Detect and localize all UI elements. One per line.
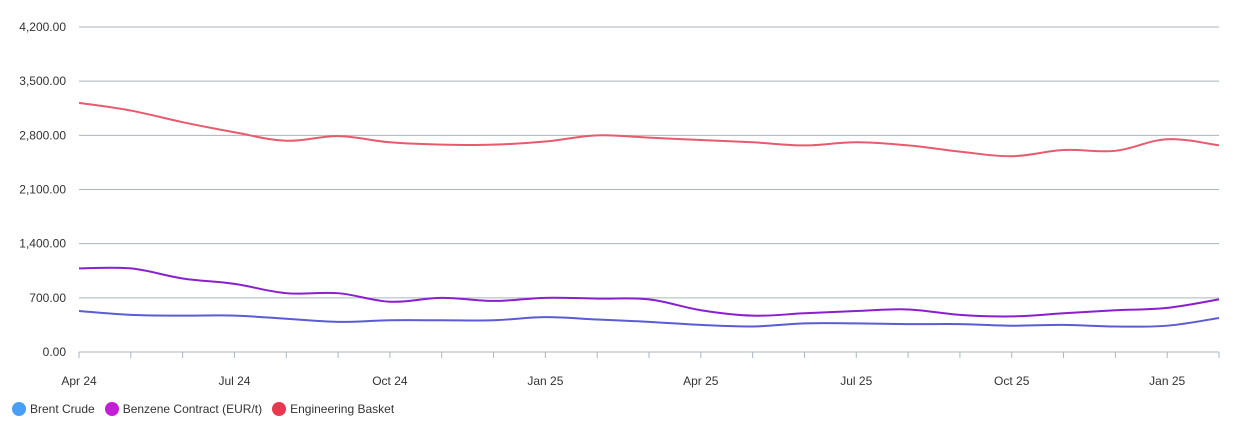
x-tick-label: Jan 25 <box>527 374 563 388</box>
x-axis: Apr 24 Jul 24 Oct 24 Jan 25 Apr 25 Jul 25 Oct … <box>61 351 1220 388</box>
legend-label: Engineering Basket <box>290 402 395 416</box>
y-tick-label: 2,800.00 <box>19 128 66 142</box>
line-chart: 0.00 700.00 1,400.00 2,100.00 2,800.00 3,500.… <box>19 20 1220 388</box>
x-tick-label: Jan 25 <box>1149 374 1185 388</box>
series-line-1[interactable] <box>78 266 1220 318</box>
y-tick-label: 4,200.00 <box>19 20 66 34</box>
y-tick-label: 3,500.00 <box>19 74 66 88</box>
x-tick-label: Apr 24 <box>61 374 97 388</box>
grid <box>79 26 1219 299</box>
x-tick-label: Jul 24 <box>218 374 250 388</box>
legend: Brent Crude Benzene Contract (EUR/t) Engin… <box>12 402 394 416</box>
y-axis-ticks: 0.00 700.00 1,400.00 2,100.00 2,800.00 3,500.… <box>19 20 66 359</box>
legend-item-2[interactable]: Engineering Basket <box>272 402 394 416</box>
x-tick-label: Oct 24 <box>372 374 408 388</box>
legend-label: Brent Crude <box>30 402 95 416</box>
y-tick-label: 1,400.00 <box>19 237 66 251</box>
legend-marker-icon <box>272 402 287 416</box>
series-line-0[interactable] <box>78 309 1220 328</box>
legend-item-1[interactable]: Benzene Contract (EUR/t) <box>104 402 263 416</box>
legend-item-0[interactable]: Brent Crude <box>12 402 95 416</box>
x-tick-label: Oct 25 <box>994 374 1030 388</box>
series-lines <box>78 101 1220 328</box>
y-tick-label: 700.00 <box>29 291 66 305</box>
series-line-2[interactable] <box>78 101 1220 158</box>
legend-marker-icon <box>12 402 26 416</box>
legend-marker-icon <box>104 402 119 416</box>
y-tick-label: 2,100.00 <box>19 183 66 197</box>
legend-label: Benzene Contract (EUR/t) <box>122 402 263 416</box>
y-tick-label: 0.00 <box>43 345 67 359</box>
x-tick-label: Apr 25 <box>683 374 719 388</box>
x-tick-label: Jul 25 <box>840 374 872 388</box>
